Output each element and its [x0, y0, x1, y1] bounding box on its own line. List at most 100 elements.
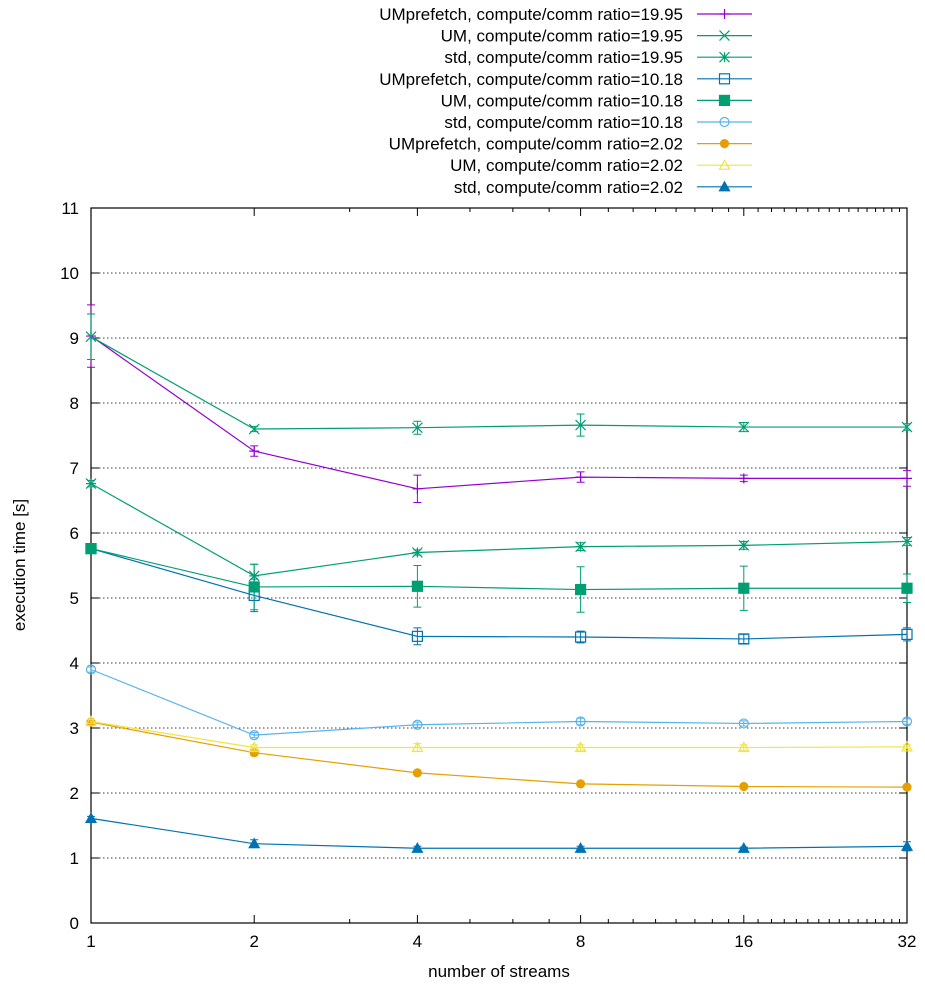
- series-line: [90, 335, 907, 490]
- data-point: [248, 837, 261, 849]
- series-line: [90, 548, 908, 640]
- legend-marker: [719, 139, 730, 149]
- error-bar: [739, 744, 748, 751]
- series-5: [85, 542, 913, 613]
- legend-entry: std, compute/comm ratio=19.95: [444, 48, 752, 67]
- legend-marker: [718, 180, 731, 192]
- data-point: [84, 715, 98, 727]
- legend-label: UMprefetch, compute/comm ratio=19.95: [379, 5, 683, 24]
- data-point: [575, 419, 587, 431]
- data-point: [574, 842, 587, 853]
- legend-label: UM, compute/comm ratio=19.95: [441, 27, 683, 46]
- y-tick-label: 4: [70, 654, 79, 673]
- data-point: [574, 741, 587, 753]
- error-bar: [576, 744, 585, 751]
- series-line: [90, 668, 908, 736]
- series-4: [85, 542, 913, 646]
- data-point: [249, 730, 260, 741]
- data-point: [738, 473, 749, 484]
- y-tick-label: 11: [61, 199, 79, 218]
- legend-entry: UMprefetch, compute/comm ratio=2.02: [389, 135, 752, 154]
- error-bar: [250, 744, 259, 751]
- series-line: [90, 336, 907, 430]
- y-axis-label: execution time [s]: [10, 499, 29, 631]
- legend-label: UM, compute/comm ratio=2.02: [450, 156, 683, 175]
- legend-label: std, compute/comm ratio=10.18: [444, 113, 683, 132]
- data-point: [738, 421, 750, 433]
- data-point: [411, 741, 424, 753]
- data-point: [900, 740, 914, 752]
- series-group: [84, 304, 914, 853]
- y-tick-label: 8: [70, 394, 79, 413]
- data-point: [737, 741, 750, 753]
- data-point: [902, 473, 912, 484]
- data-point: [737, 842, 750, 853]
- legend-marker: [719, 116, 730, 128]
- legend-entry: UM, compute/comm ratio=10.18: [441, 91, 752, 110]
- data-point: [738, 633, 750, 645]
- data-point: [411, 580, 423, 592]
- x-tick-label: 8: [576, 932, 585, 951]
- error-bar: [87, 719, 95, 724]
- series-9: [84, 812, 914, 853]
- data-point: [901, 536, 913, 547]
- data-point: [85, 542, 97, 555]
- data-point: [574, 583, 587, 596]
- data-point: [412, 483, 423, 494]
- y-tick-label: 9: [70, 329, 79, 348]
- data-point: [248, 423, 260, 435]
- series-6: [85, 664, 913, 741]
- error-bar: [250, 732, 259, 739]
- series-7: [86, 717, 912, 792]
- error-bar: [903, 718, 911, 725]
- legend-marker: [718, 158, 731, 170]
- data-point: [738, 582, 750, 594]
- legend-marker: [718, 94, 731, 107]
- data-point: [411, 630, 423, 642]
- y-tick-label: 0: [70, 914, 79, 933]
- data-point: [412, 719, 423, 730]
- legend-entry: UMprefetch, compute/comm ratio=10.18: [379, 70, 752, 89]
- y-tick-label: 1: [70, 849, 79, 868]
- legend-entry: std, compute/comm ratio=10.18: [444, 113, 752, 132]
- data-point: [85, 331, 97, 343]
- legend-label: UMprefetch, compute/comm ratio=2.02: [389, 135, 683, 154]
- legend-entry: UM, compute/comm ratio=2.02: [450, 156, 752, 175]
- y-tick-label: 5: [70, 589, 79, 608]
- y-tick-label: 6: [70, 524, 79, 543]
- x-tick-label: 4: [413, 932, 422, 951]
- error-bar: [739, 720, 748, 727]
- x-axis-label: number of streams: [428, 962, 570, 981]
- series-line: [90, 817, 908, 849]
- data-point: [738, 718, 749, 729]
- data-point: [248, 581, 260, 593]
- legend-entry: UMprefetch, compute/comm ratio=19.95: [379, 5, 752, 24]
- data-point: [901, 628, 913, 641]
- plot-frame: [90, 207, 908, 924]
- legend-label: std, compute/comm ratio=2.02: [454, 178, 683, 197]
- data-point: [575, 779, 586, 789]
- series-2: [85, 313, 913, 437]
- legend-marker: [719, 51, 730, 63]
- data-point: [411, 422, 423, 434]
- data-point: [901, 582, 913, 594]
- error-bar: [903, 744, 911, 750]
- x-tick-label: 32: [898, 932, 917, 951]
- series-line: [90, 721, 908, 788]
- x-tick-label: 2: [249, 932, 258, 951]
- data-point: [84, 812, 98, 823]
- legend-entry: UM, compute/comm ratio=19.95: [441, 27, 752, 46]
- data-point: [411, 842, 424, 853]
- grid-lines: [91, 272, 907, 859]
- error-bar: [413, 627, 422, 646]
- series-line: [90, 548, 907, 591]
- error-bar: [903, 627, 911, 642]
- legend-entry: std, compute/comm ratio=2.02: [454, 178, 752, 197]
- error-bar: [87, 666, 95, 673]
- data-point: [85, 664, 97, 675]
- data-point: [901, 716, 913, 727]
- y-tick-label: 7: [70, 459, 79, 478]
- series-line: [90, 483, 908, 577]
- data-point: [411, 547, 423, 558]
- legend-marker: [719, 30, 730, 42]
